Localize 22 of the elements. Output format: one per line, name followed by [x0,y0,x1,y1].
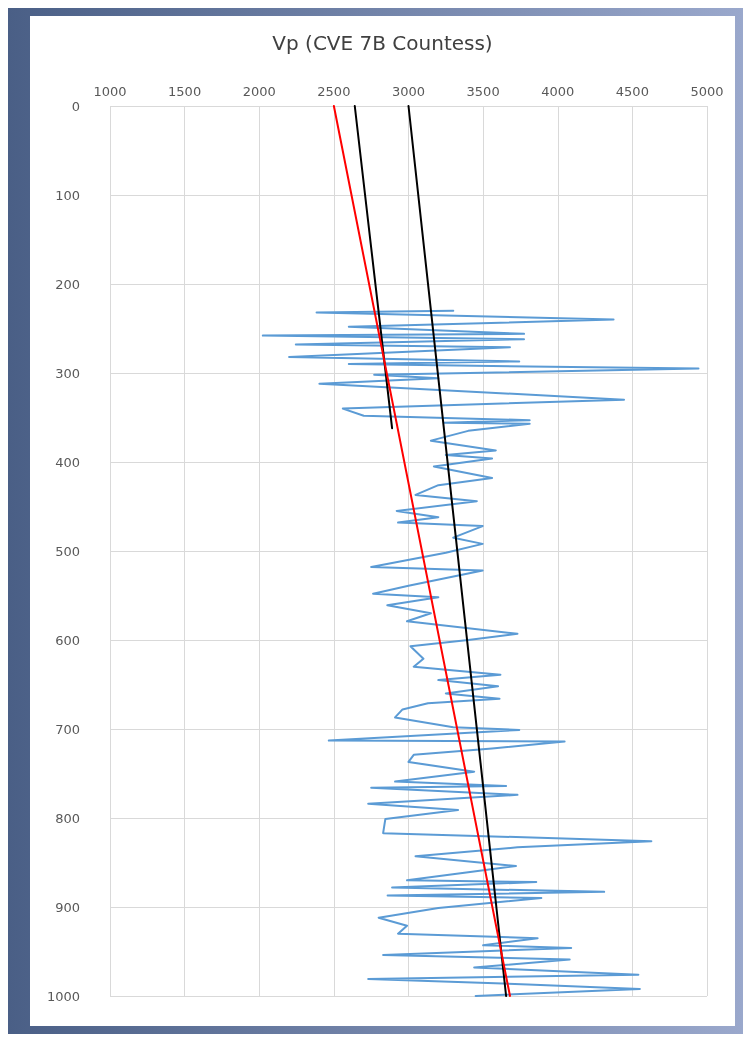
chart-title: Vp (CVE 7B Countess) [272,31,493,55]
y-tick-label: 300 [55,365,80,381]
y-tick-label: 200 [55,276,80,292]
x-tick-label: 1500 [168,84,202,99]
y-tick-label: 900 [55,899,80,915]
y-tick-label: 500 [55,543,80,559]
x-tick-label: 4000 [541,84,575,99]
x-tick-label: 3500 [466,84,500,99]
y-tick-label: 0 [71,98,80,114]
y-tick-label: 800 [55,810,80,826]
y-tick-label: 700 [55,721,80,737]
line-series [261,309,700,997]
y-tick-label: 400 [55,454,80,470]
y-tick-label: 100 [55,187,80,203]
x-tick-label: 2500 [317,84,351,99]
x-tick-label: 3000 [391,84,426,99]
x-tick-label: 5000 [690,84,724,99]
x-tick-label: 4500 [615,84,649,99]
x-tick-label: 2000 [242,84,276,99]
y-tick-label: 1000 [46,988,80,1004]
x-tick-label: 1000 [93,84,127,99]
y-tick-label: 600 [55,632,80,648]
